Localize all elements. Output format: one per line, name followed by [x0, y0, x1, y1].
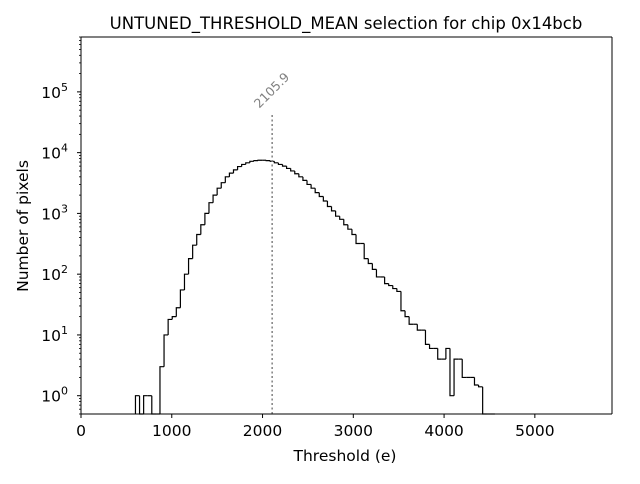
- x-tick-label: 2000: [243, 422, 282, 440]
- y-axis-label: Number of pixels: [14, 160, 32, 292]
- x-tick-label: 3000: [334, 422, 373, 440]
- x-tick-label: 1000: [152, 422, 191, 440]
- x-tick-label: 5000: [515, 422, 554, 440]
- chart-title: UNTUNED_THRESHOLD_MEAN selection for chi…: [110, 14, 583, 34]
- x-tick-label: 4000: [424, 422, 463, 440]
- x-tick-label: 0: [76, 422, 86, 440]
- x-axis-label: Threshold (e): [293, 447, 397, 465]
